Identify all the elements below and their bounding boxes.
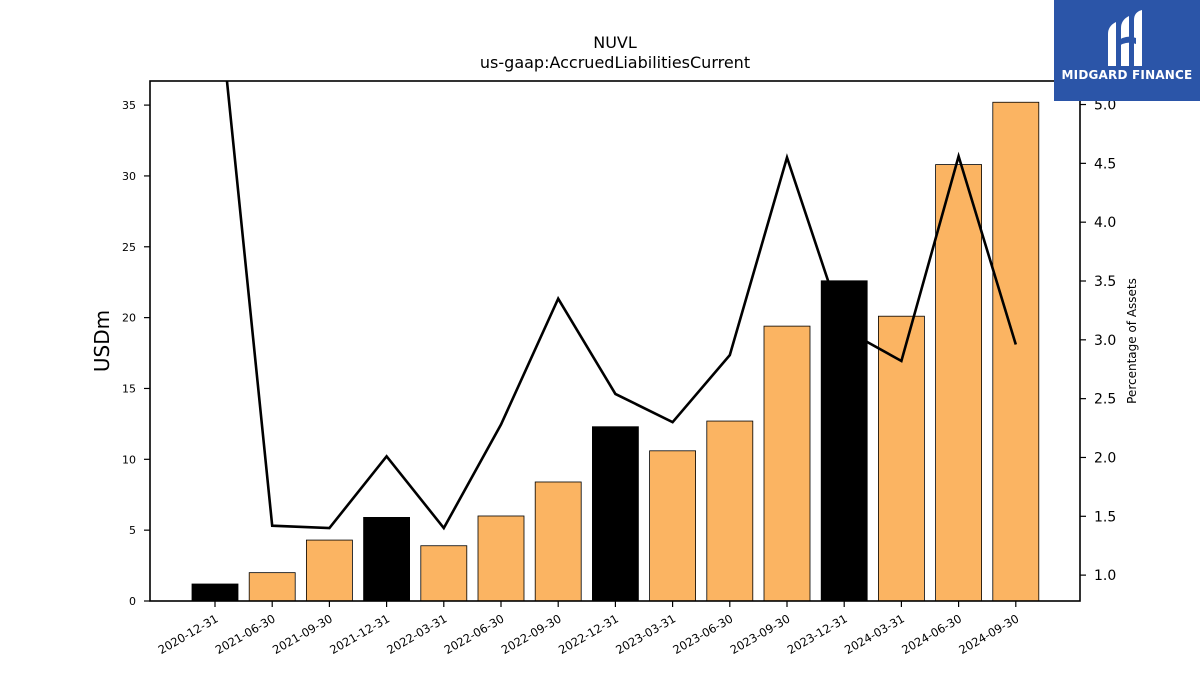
y-tick-label: 15 [122, 382, 136, 395]
y-tick-label: 30 [122, 170, 136, 183]
chart-title: NUVL [593, 33, 637, 52]
x-tick-label: 2022-12-31 [556, 611, 621, 657]
y-tick-label: 25 [122, 241, 136, 254]
bar [477, 515, 525, 602]
bar [363, 517, 411, 602]
x-tick-label: 2023-12-31 [785, 611, 850, 657]
bar [935, 164, 982, 602]
bar [191, 583, 239, 602]
y2-tick-label: 5.0 [1094, 98, 1116, 114]
x-tick-label: 2021-06-30 [213, 611, 278, 657]
chart-subtitle: us-gaap:AccruedLiabilitiesCurrent [480, 53, 750, 72]
bar [878, 315, 925, 602]
x-tick-label: 2023-03-31 [613, 611, 678, 657]
x-tick-label: 2022-03-31 [384, 611, 449, 657]
y2-axis-label: Percentage of Assets [1125, 278, 1139, 404]
bar [820, 280, 868, 602]
bar [592, 426, 639, 602]
x-tick-label: 2022-06-30 [442, 611, 507, 657]
bar [992, 101, 1040, 602]
y2-tick-label: 3.5 [1094, 274, 1116, 290]
y-tick-label: 10 [122, 453, 136, 466]
brand-logo: MIDGARD FINANCE [1054, 0, 1200, 101]
y2-tick-label: 4.5 [1094, 156, 1116, 172]
x-tick-label: 2024-03-31 [842, 611, 907, 657]
y2-tick-label: 1.0 [1094, 568, 1116, 584]
y-tick-label: 20 [122, 312, 136, 325]
y-axis-label: USDm [90, 310, 114, 372]
y-tick-label: 35 [122, 99, 136, 112]
percentage-line [225, 81, 1018, 531]
x-tick-label: 2023-09-30 [728, 611, 793, 657]
logo-mark-icon [1108, 10, 1142, 66]
bar [534, 481, 582, 602]
x-tick-label: 2022-09-30 [499, 611, 564, 657]
bar [420, 545, 468, 602]
logo-text: MIDGARD FINANCE [1061, 68, 1193, 82]
y2-tick-label: 3.0 [1094, 333, 1116, 349]
y2-tick-label: 2.0 [1094, 450, 1116, 466]
bar [248, 572, 296, 602]
x-tick-label: 2021-12-31 [327, 611, 392, 657]
y-tick-label: 5 [129, 524, 136, 537]
bar [649, 450, 696, 602]
y2-tick-label: 2.5 [1094, 392, 1116, 408]
x-tick-label: 2023-06-30 [670, 611, 735, 657]
x-tick-label: 2024-09-30 [956, 611, 1021, 657]
bar [305, 539, 353, 602]
y2-tick-label: 4.0 [1094, 215, 1116, 231]
y-tick-label: 0 [129, 595, 136, 608]
x-tick-label: 2020-12-31 [156, 611, 221, 657]
x-tick-label: 2024-06-30 [899, 611, 964, 657]
y2-tick-label: 1.5 [1094, 509, 1116, 525]
x-tick-label: 2021-09-30 [270, 611, 335, 657]
bar [706, 420, 754, 602]
bar [763, 325, 811, 602]
